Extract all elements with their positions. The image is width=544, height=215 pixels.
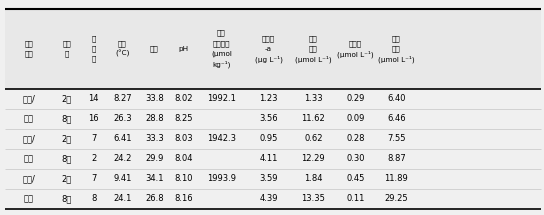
Text: 점: 점 [91,45,96,52]
Text: 1.33: 1.33 [304,94,323,103]
Text: 6.46: 6.46 [387,114,406,123]
Text: 11.62: 11.62 [301,114,325,123]
Text: 정: 정 [91,35,96,41]
Text: 8월: 8월 [61,154,72,163]
Text: 6.41: 6.41 [113,134,132,143]
Text: 33.3: 33.3 [145,134,164,143]
Text: 용존인: 용존인 [349,40,362,47]
Text: kg⁻¹): kg⁻¹) [212,60,231,68]
Text: 관측: 관측 [62,40,71,47]
Text: 진해/: 진해/ [22,134,35,143]
Bar [5,9,541,89]
Text: 9.41: 9.41 [113,174,132,183]
Text: 수: 수 [91,56,96,62]
Text: 8.02: 8.02 [175,94,193,103]
Text: 4.39: 4.39 [259,194,278,203]
Text: 8.87: 8.87 [387,154,406,163]
Text: 24.1: 24.1 [113,194,132,203]
Text: 8.27: 8.27 [113,94,132,103]
Text: 13.35: 13.35 [301,194,325,203]
Text: 염분: 염분 [150,45,159,52]
Text: (μmol: (μmol [211,51,232,57]
Text: (μmol L⁻¹): (μmol L⁻¹) [337,50,374,57]
Text: 0.95: 0.95 [259,134,277,143]
Text: 8월: 8월 [61,194,72,203]
Text: 무기탄소: 무기탄소 [213,40,230,47]
Text: 7: 7 [91,134,96,143]
Text: 4.11: 4.11 [259,154,277,163]
Text: -a: -a [265,46,272,52]
Text: (μmol L⁻¹): (μmol L⁻¹) [378,55,415,63]
Text: 14: 14 [89,94,99,103]
Text: 질소: 질소 [309,45,318,52]
Text: 통영/: 통영/ [22,94,35,103]
Text: (μmol L⁻¹): (μmol L⁻¹) [295,55,332,63]
Text: 2월: 2월 [61,134,72,143]
Text: 7: 7 [91,174,96,183]
Text: 12.29: 12.29 [301,154,325,163]
Text: 0.11: 0.11 [347,194,364,203]
Text: 0.30: 0.30 [346,154,365,163]
Text: 28.8: 28.8 [145,114,164,123]
Text: 한산: 한산 [23,194,34,203]
Text: (μg L⁻¹): (μg L⁻¹) [255,55,282,63]
Text: 월: 월 [64,51,69,57]
Text: 8월: 8월 [61,114,72,123]
Text: 24.2: 24.2 [113,154,132,163]
Text: 8.16: 8.16 [175,194,193,203]
Text: 6.40: 6.40 [387,94,406,103]
Text: pH: pH [179,46,189,52]
Text: 29.25: 29.25 [385,194,408,203]
Text: 29.9: 29.9 [145,154,164,163]
Text: 1992.1: 1992.1 [207,94,236,103]
Text: 용존: 용존 [217,30,226,36]
Text: (°C): (°C) [115,50,129,57]
Text: 8.03: 8.03 [175,134,193,143]
Text: 원문: 원문 [23,154,34,163]
Text: 3.59: 3.59 [259,174,278,183]
Text: 2월: 2월 [61,174,72,183]
Text: 2월: 2월 [61,94,72,103]
Text: 8.10: 8.10 [175,174,193,183]
Text: 8.25: 8.25 [175,114,193,123]
Text: 8: 8 [91,194,96,203]
Text: 1.23: 1.23 [259,94,278,103]
Text: 8.04: 8.04 [175,154,193,163]
Text: 규산: 규산 [392,45,401,52]
Text: 26.8: 26.8 [145,194,164,203]
Text: 7.55: 7.55 [387,134,406,143]
Text: 고성: 고성 [23,114,34,123]
Text: 구분: 구분 [24,51,33,57]
Text: 1993.9: 1993.9 [207,174,236,183]
Text: 0.29: 0.29 [347,94,364,103]
Text: 11.89: 11.89 [385,174,408,183]
Text: 1.84: 1.84 [304,174,323,183]
Text: 해역: 해역 [24,40,33,47]
Text: 26.3: 26.3 [113,114,132,123]
Text: 3.56: 3.56 [259,114,278,123]
Text: 0.28: 0.28 [346,134,365,143]
Text: 16: 16 [89,114,99,123]
Text: 용존: 용존 [392,35,401,41]
Text: 0.45: 0.45 [347,174,364,183]
Text: 엽록소: 엽록소 [262,35,275,41]
Text: 34.1: 34.1 [145,174,164,183]
Text: 2: 2 [91,154,96,163]
Text: 0.62: 0.62 [304,134,323,143]
Text: 0.09: 0.09 [347,114,364,123]
Text: 거제/: 거제/ [22,174,35,183]
Text: 수온: 수온 [118,40,127,47]
Text: 용존: 용존 [309,35,318,41]
Text: 1942.3: 1942.3 [207,134,236,143]
Text: 33.8: 33.8 [145,94,164,103]
